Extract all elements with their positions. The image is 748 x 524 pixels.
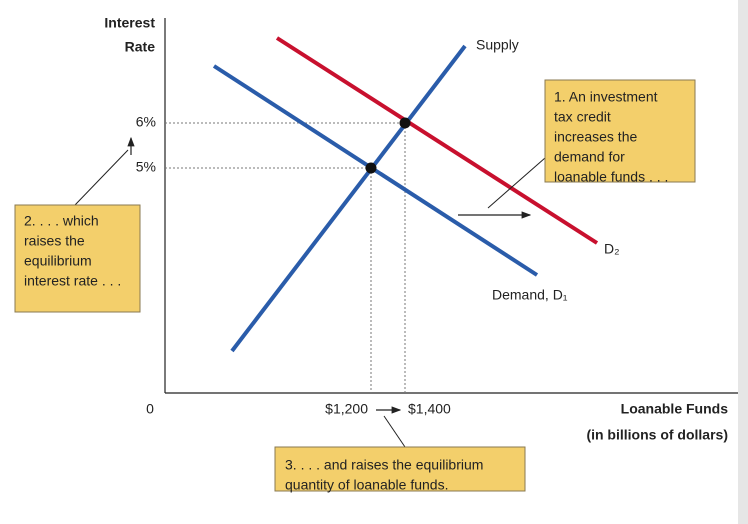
note-text: interest rate . . . <box>24 273 121 289</box>
equilibrium-point <box>365 162 377 174</box>
y-tick-label: 6% <box>136 114 156 130</box>
curve-label: Demand, D₁ <box>492 287 568 303</box>
connector <box>383 415 406 448</box>
note-text: loanable funds . . . <box>554 169 668 185</box>
x-title: Loanable Funds <box>621 401 729 417</box>
curve-label: D₂ <box>604 241 620 257</box>
connector <box>487 157 546 209</box>
supply-curve <box>230 44 467 353</box>
y-tick-label: 5% <box>136 159 156 175</box>
curve-label: Supply <box>476 37 519 53</box>
note-text: 3. . . . and raises the equilibrium <box>285 457 483 473</box>
note-text: quantity of loanable funds. <box>285 477 448 493</box>
scroll-strip <box>738 0 748 524</box>
y-title: Rate <box>125 39 156 55</box>
note-text: demand for <box>554 149 625 165</box>
note-text: tax credit <box>554 109 611 125</box>
note-box <box>14 204 141 313</box>
origin-label: 0 <box>146 401 154 417</box>
x-title: (in billions of dollars) <box>586 427 728 443</box>
note-text: 1. An investment <box>554 89 658 105</box>
note-box <box>544 79 696 183</box>
connector <box>74 149 129 206</box>
equilibrium-point <box>399 117 411 129</box>
note-text: raises the <box>24 233 85 249</box>
x-tick-label: $1,400 <box>408 401 451 417</box>
notes: 1. An investment tax credit increases the d… <box>24 89 668 493</box>
note-text: increases the <box>554 129 637 145</box>
demand-curve-2 <box>275 36 599 245</box>
note-text: equilibrium <box>24 253 92 269</box>
x-tick-label: $1,200 <box>325 401 368 417</box>
note-text: 2. . . . which <box>24 213 99 229</box>
note-box <box>274 446 526 492</box>
y-title: Interest <box>104 15 155 31</box>
